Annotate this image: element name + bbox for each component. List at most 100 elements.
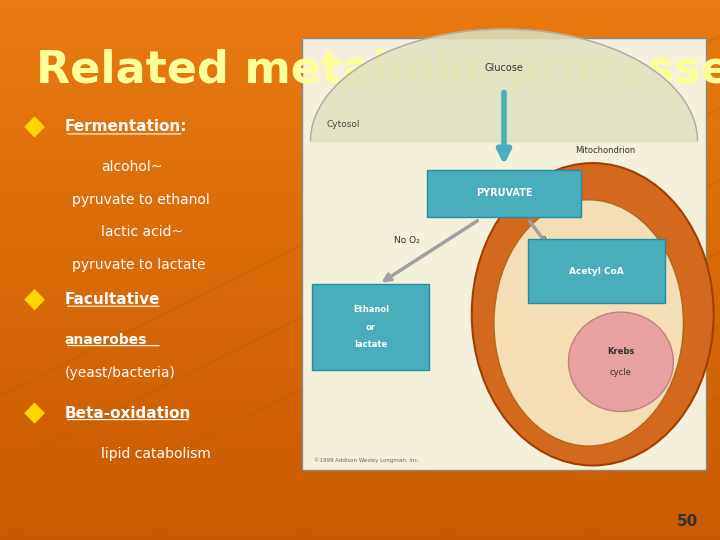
- Bar: [0, 464, 720, 470]
- Text: lipid catabolism: lipid catabolism: [101, 447, 211, 461]
- Bar: [0, 400, 720, 405]
- Text: pyruvate to ethanol: pyruvate to ethanol: [72, 193, 210, 207]
- Bar: [0, 313, 720, 319]
- Ellipse shape: [494, 200, 683, 446]
- Bar: [0, 475, 720, 481]
- Bar: [0, 184, 720, 189]
- Text: lactate: lactate: [354, 340, 387, 349]
- Bar: [0, 189, 720, 194]
- Bar: [0, 135, 720, 140]
- Bar: [0, 265, 720, 270]
- Bar: [0, 491, 720, 497]
- Bar: [0, 108, 720, 113]
- Bar: [0, 437, 720, 443]
- Bar: [0, 92, 720, 97]
- Text: lactic acid~: lactic acid~: [101, 225, 183, 239]
- Bar: [0, 70, 720, 76]
- Bar: [0, 373, 720, 378]
- Bar: [0, 324, 720, 329]
- FancyBboxPatch shape: [528, 239, 665, 303]
- Bar: [0, 248, 720, 254]
- Bar: [0, 103, 720, 108]
- Bar: [0, 421, 720, 427]
- Bar: [0, 518, 720, 524]
- Bar: [0, 340, 720, 346]
- Text: alcohol~: alcohol~: [101, 160, 162, 174]
- Text: O₂: O₂: [539, 237, 549, 245]
- FancyBboxPatch shape: [312, 284, 429, 370]
- FancyBboxPatch shape: [428, 170, 580, 217]
- Bar: [0, 232, 720, 238]
- Bar: [0, 286, 720, 292]
- Bar: [0, 113, 720, 119]
- Bar: [0, 281, 720, 286]
- Text: PYRUVATE: PYRUVATE: [476, 188, 532, 198]
- Bar: [0, 162, 720, 167]
- Bar: [0, 410, 720, 416]
- Bar: [0, 481, 720, 486]
- Bar: [0, 254, 720, 259]
- Bar: [0, 49, 720, 54]
- Bar: [0, 448, 720, 454]
- Bar: [0, 427, 720, 432]
- Bar: [0, 356, 720, 362]
- Text: cycle: cycle: [610, 368, 632, 377]
- Bar: [0, 389, 720, 394]
- Bar: [0, 178, 720, 184]
- Bar: [0, 308, 720, 313]
- Bar: [0, 54, 720, 59]
- Bar: [0, 302, 720, 308]
- FancyBboxPatch shape: [302, 38, 706, 470]
- Bar: [0, 27, 720, 32]
- Bar: [0, 443, 720, 448]
- Text: (yeast/bacteria): (yeast/bacteria): [65, 366, 176, 380]
- Bar: [0, 362, 720, 367]
- Polygon shape: [25, 117, 44, 137]
- Text: pyruvate to lactate: pyruvate to lactate: [72, 258, 205, 272]
- Bar: [0, 432, 720, 437]
- Bar: [0, 524, 720, 529]
- Text: No O₂: No O₂: [395, 237, 420, 245]
- Bar: [0, 221, 720, 227]
- Bar: [0, 529, 720, 535]
- Bar: [0, 151, 720, 157]
- Bar: [0, 470, 720, 475]
- Bar: [0, 292, 720, 297]
- Bar: [0, 157, 720, 162]
- Bar: [0, 351, 720, 356]
- Bar: [0, 32, 720, 38]
- Text: anaerobes: anaerobes: [65, 333, 148, 347]
- Bar: [0, 508, 720, 513]
- Bar: [0, 130, 720, 135]
- Bar: [0, 65, 720, 70]
- Bar: [0, 297, 720, 302]
- Text: ©1999 Addison Wesley Longman, Inc.: ©1999 Addison Wesley Longman, Inc.: [315, 458, 420, 463]
- Bar: [0, 140, 720, 146]
- Bar: [0, 486, 720, 491]
- Bar: [0, 216, 720, 221]
- Text: Ethanol: Ethanol: [353, 306, 389, 314]
- Polygon shape: [310, 29, 698, 141]
- Bar: [0, 383, 720, 389]
- Bar: [0, 459, 720, 464]
- Bar: [0, 513, 720, 518]
- Bar: [0, 81, 720, 86]
- Bar: [0, 535, 720, 540]
- Bar: [0, 378, 720, 383]
- Bar: [0, 97, 720, 103]
- Bar: [0, 329, 720, 335]
- Bar: [0, 259, 720, 265]
- Bar: [0, 227, 720, 232]
- Bar: [0, 16, 720, 22]
- Text: Beta-oxidation: Beta-oxidation: [65, 406, 192, 421]
- Bar: [0, 119, 720, 124]
- Text: Cytosol: Cytosol: [327, 120, 360, 129]
- Bar: [0, 394, 720, 400]
- Bar: [0, 502, 720, 508]
- Ellipse shape: [569, 312, 673, 411]
- Bar: [0, 76, 720, 81]
- Bar: [0, 59, 720, 65]
- Bar: [0, 124, 720, 130]
- Text: Glucose: Glucose: [485, 63, 523, 73]
- Bar: [0, 275, 720, 281]
